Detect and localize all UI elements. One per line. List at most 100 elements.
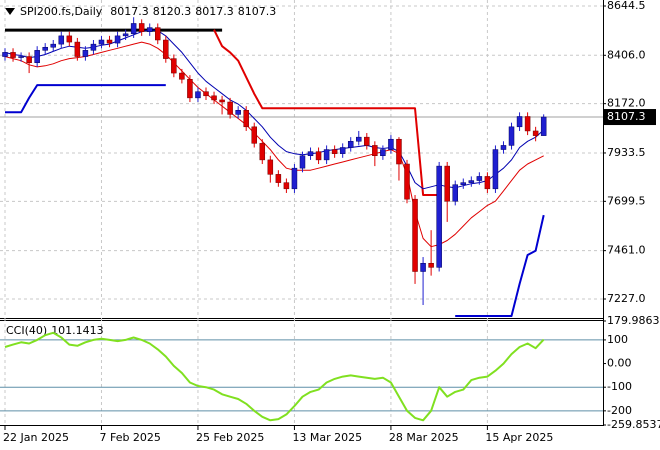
candle-body [323,149,330,161]
x-tick-label: 25 Feb 2025 [196,431,264,444]
candle-body [219,99,225,103]
candle-body [130,23,137,35]
candle-body [82,50,89,57]
candle-body [331,149,338,154]
current-price-label: 8107.3 [607,110,646,123]
candle-body [356,136,362,142]
y-tick-label: 7933.5 [607,146,646,159]
candle-body [90,43,97,51]
candle-body [227,101,233,115]
indicator-header: CCI(40) 101.1413 [6,324,104,337]
y-tick-label: -200 [607,404,632,417]
candle-body [66,35,73,43]
candle-body [283,182,290,190]
candle-body [251,126,257,144]
indicator-line [213,29,440,196]
cci-line [4,331,545,422]
high-value: 8120.3 [153,5,192,18]
x-tick-label: 15 Apr 2025 [485,431,553,444]
candle-body [372,145,378,157]
candle-body [275,174,282,183]
y-tick-label: 179.9863 [607,314,660,327]
candle-body [146,27,153,32]
candle-body [18,56,24,58]
y-tick-label: -100 [607,380,632,393]
candle-body [524,116,531,132]
current-price-box [604,109,656,126]
x-tick-label: 22 Jan 2025 [3,431,69,444]
candle-body [163,39,169,59]
candle-body [106,39,113,44]
y-tick-label: 7699.5 [607,194,646,207]
indicator-name: CCI(40) [6,324,47,337]
candle-body [396,138,402,165]
candle-body [492,149,499,190]
candle-body [203,91,209,97]
candle-body [436,165,442,268]
y-tick-label: -259.8537 [607,418,660,431]
menu-triangle [5,8,15,15]
candle-body [508,126,515,146]
candle-body [122,33,129,37]
candle-body [211,95,217,101]
candle-body [299,155,306,169]
x-tick-label: 7 Feb 2025 [99,431,160,444]
candle-body [307,151,314,157]
candle-body [187,79,193,99]
candle-body [500,145,507,150]
candle-body [412,198,418,272]
candle-body [291,167,298,190]
open-value: 8017.3 [110,5,149,18]
candle-body [444,165,450,202]
candle-body [243,110,249,128]
close-value: 8107.3 [238,5,277,18]
candle-body [476,176,483,181]
x-tick-label: 13 Mar 2025 [292,431,362,444]
candle-body [114,35,121,44]
candle-body [516,116,523,128]
candle-body [339,147,346,154]
x-tick-label: 28 Mar 2025 [389,431,459,444]
candle-body [74,41,81,57]
candle-body [171,58,177,74]
candle-body [98,39,105,45]
candle-body [267,159,274,175]
candle-body [388,138,394,150]
indicator-line [4,41,544,248]
candle-body [235,110,241,115]
y-tick-label: 8406.0 [607,48,646,61]
candle-body [364,136,370,146]
candle-body [50,43,56,48]
candle-body [484,176,491,190]
candle-body [34,50,40,63]
candle-body [26,56,32,63]
candle-body [540,116,547,136]
candle-body [179,72,185,80]
y-tick-label: 8172.0 [607,97,646,110]
candle-body [452,184,458,202]
indicator-line [5,84,545,317]
header: SPI200.fs,Daily 8017.3 8120.3 8017.3 8107.3 [20,5,276,18]
candle-body [42,46,48,51]
candle-body [315,151,322,161]
candle-body [380,149,386,157]
low-value: 8017.3 [195,5,234,18]
candle-body [195,91,201,99]
y-tick-label: 7227.0 [607,292,646,305]
y-tick-label: 8644.5 [607,0,646,12]
candle-body [428,262,434,268]
candle-body [468,180,475,183]
candle-body [404,163,410,200]
y-tick-label: 7461.0 [607,244,646,257]
candle-body [347,141,354,148]
y-tick-label: 100 [607,333,628,346]
candle-body [2,52,8,57]
candle-body [58,35,65,45]
candle-body [10,52,16,58]
candle-body [155,27,161,41]
candle-body [460,182,467,185]
candle-body [420,262,426,272]
candle-body [259,143,266,161]
